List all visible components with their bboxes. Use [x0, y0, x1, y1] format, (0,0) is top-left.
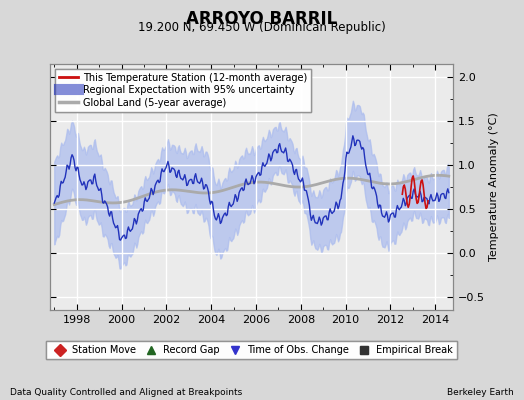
- Legend: Station Move, Record Gap, Time of Obs. Change, Empirical Break: Station Move, Record Gap, Time of Obs. C…: [46, 342, 457, 359]
- Text: Data Quality Controlled and Aligned at Breakpoints: Data Quality Controlled and Aligned at B…: [10, 388, 243, 397]
- Text: Berkeley Earth: Berkeley Earth: [447, 388, 514, 397]
- Text: 19.200 N, 69.450 W (Dominican Republic): 19.200 N, 69.450 W (Dominican Republic): [138, 21, 386, 34]
- Text: ARROYO BARRIL: ARROYO BARRIL: [187, 10, 337, 28]
- Y-axis label: Temperature Anomaly (°C): Temperature Anomaly (°C): [489, 113, 499, 261]
